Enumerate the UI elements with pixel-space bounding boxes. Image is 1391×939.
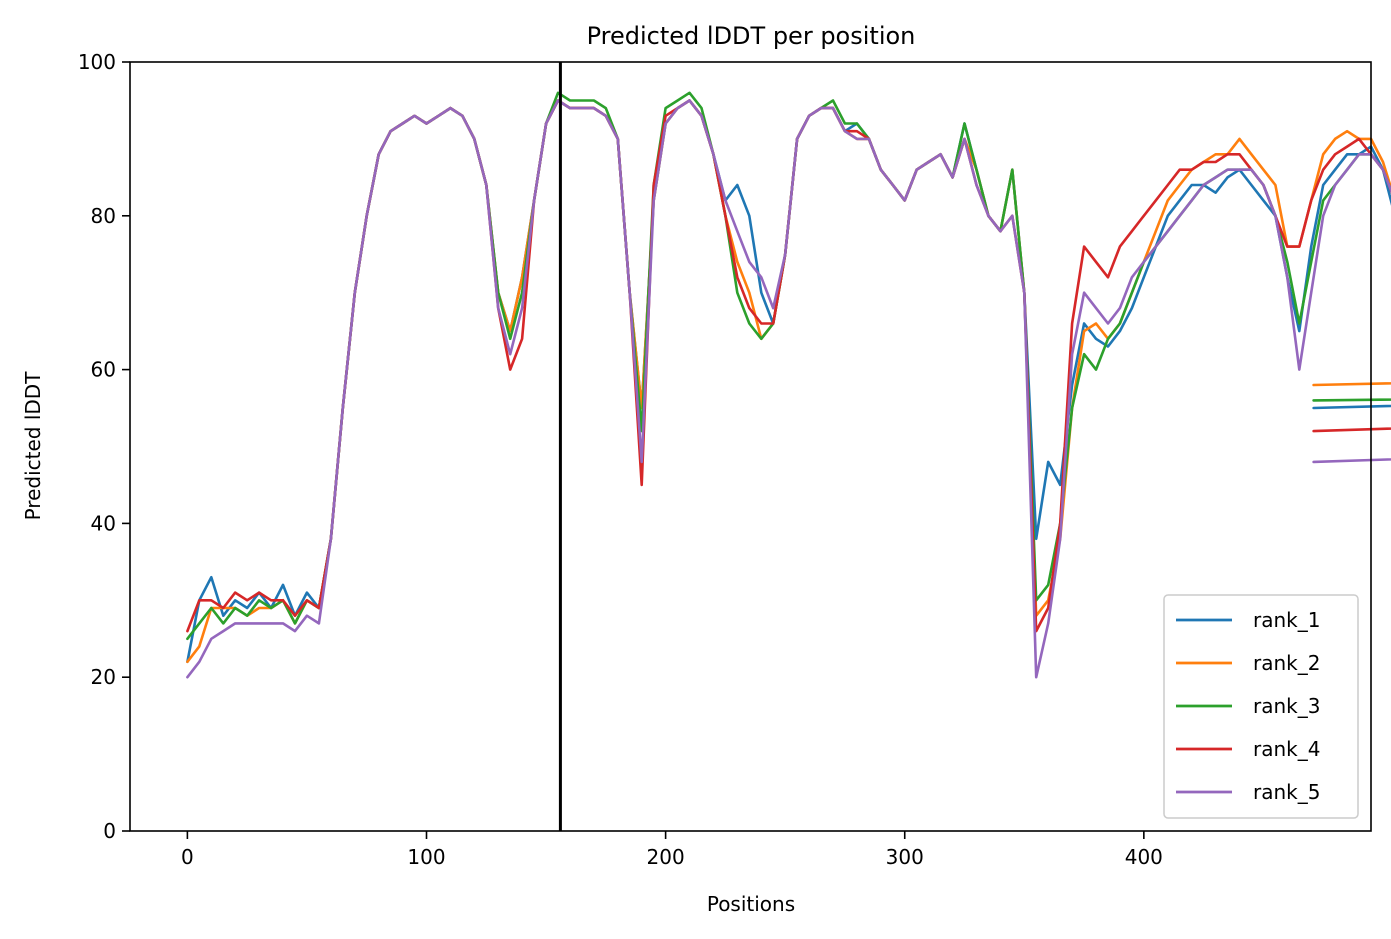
plot-series-group [186,91,1391,679]
y-tick-label: 0 [103,819,116,843]
legend-label-rank_4: rank_4 [1253,737,1320,761]
y-tick-label: 60 [91,358,116,382]
chart-title: Predicted lDDT per position [587,22,916,50]
x-tick-label: 300 [886,845,924,869]
y-tick-label: 80 [91,204,116,228]
x-axis: 0 100 200 300 400 [181,831,1163,869]
legend-label-rank_2: rank_2 [1253,651,1320,675]
y-tick-label: 100 [78,50,116,74]
x-tick-label: 400 [1125,845,1163,869]
x-tick-label: 100 [407,845,445,869]
legend-label-rank_5: rank_5 [1253,780,1320,804]
legend-label-rank_3: rank_3 [1253,694,1320,718]
legend-box [1163,594,1359,819]
y-tick-label: 40 [91,511,116,535]
legend: rank_1 rank_2 rank_3 rank_4 rank_5 [1163,594,1359,819]
x-axis-label: Positions [707,892,795,916]
y-axis: 0 20 40 60 80 100 [78,50,130,843]
x-tick-label: 200 [647,845,685,869]
series-line-rank_5 [186,99,1391,679]
plot-frame [129,61,1372,832]
y-tick-label: 20 [91,665,116,689]
legend-label-rank_1: rank_1 [1253,608,1320,632]
y-axis-label: Predicted lDDT [21,371,45,521]
x-tick-label: 0 [181,845,194,869]
